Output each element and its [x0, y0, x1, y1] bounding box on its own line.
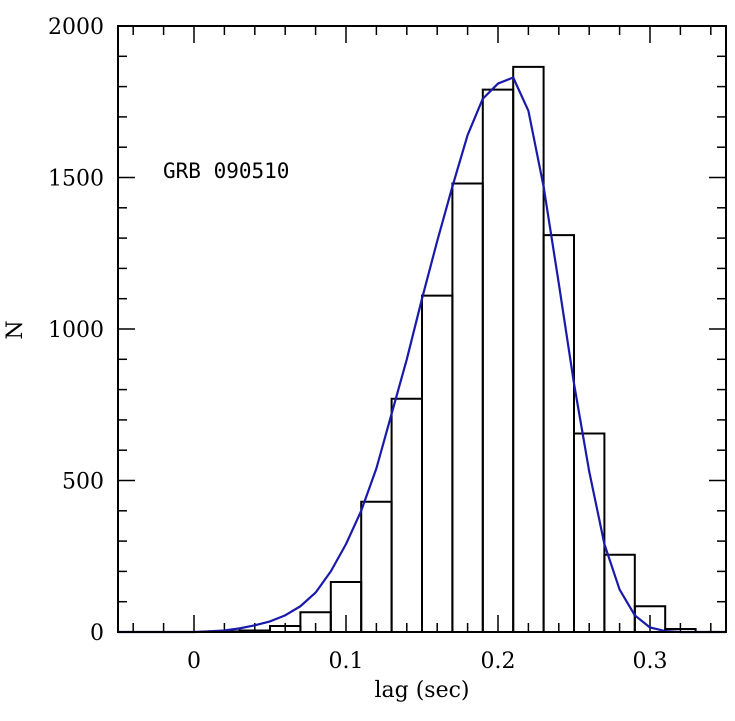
y-tick-label: 1500 [48, 167, 104, 192]
y-tick-label: 0 [90, 621, 104, 646]
x-tick-label: 0.2 [481, 649, 516, 674]
histogram-bar [633, 605, 667, 632]
x-axis-label: lag (sec) [374, 678, 469, 703]
histogram-series [208, 65, 697, 633]
x-tick-label: 0.3 [633, 649, 668, 674]
histogram-bar [573, 432, 606, 632]
fit-curve-series [118, 76, 726, 634]
y-tick-label: 2000 [48, 15, 104, 40]
histogram-bar [542, 234, 575, 632]
histogram-bar [512, 65, 545, 632]
plot-frame [117, 25, 727, 633]
x-tick-labels: 0 0.1 0.2 0.3 [187, 649, 668, 674]
y-axis-label: N [3, 320, 28, 339]
histogram-bar [481, 88, 515, 632]
y-tick-label: 500 [62, 470, 104, 495]
fit-curve-line [118, 76, 726, 634]
histogram-bar [421, 294, 454, 632]
y-tick-label: 1000 [48, 318, 104, 343]
chart-annotation: GRB 090510 [163, 159, 289, 183]
histogram-bar [360, 500, 393, 632]
histogram-bar [390, 397, 423, 632]
tick-marks [118, 25, 726, 633]
y-tick-labels: 0 500 1000 1500 2000 [48, 15, 104, 646]
x-tick-label: 0 [187, 649, 201, 674]
histogram-bar [603, 553, 636, 632]
x-tick-label: 0.1 [329, 649, 364, 674]
histogram-bar [451, 182, 484, 632]
